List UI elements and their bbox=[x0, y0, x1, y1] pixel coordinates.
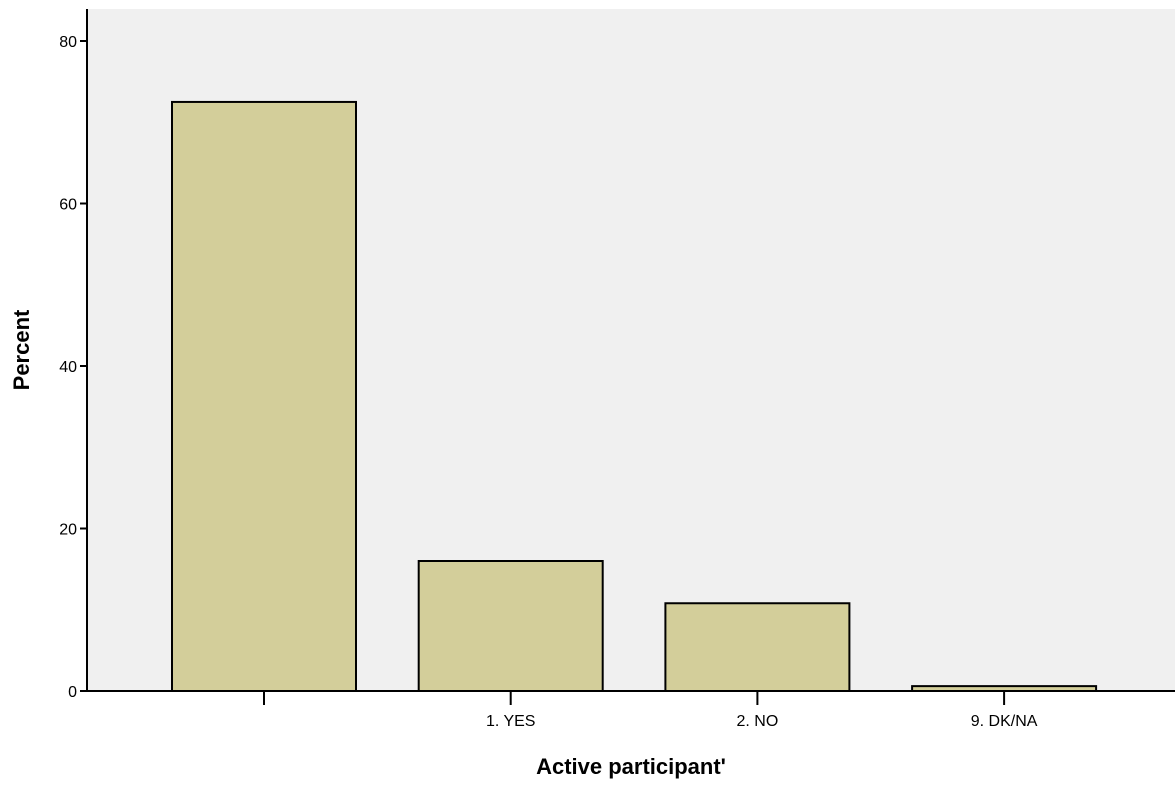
y-axis-title: Percent bbox=[9, 309, 34, 390]
y-tick-label: 60 bbox=[59, 197, 77, 214]
x-axis-ticks: 1. YES 2. NO 9. DK/NA bbox=[263, 691, 1038, 730]
y-tick-label: 40 bbox=[59, 359, 77, 376]
x-tick-label: 1. YES bbox=[486, 713, 536, 730]
x-tick-label: 9. DK/NA bbox=[971, 713, 1038, 730]
x-tick-label: 2. NO bbox=[737, 713, 779, 730]
bar bbox=[171, 100, 357, 692]
y-tick-label: 80 bbox=[59, 34, 77, 51]
y-tick-label: 0 bbox=[68, 684, 77, 701]
bar bbox=[664, 602, 851, 692]
x-axis-title: Active participant' bbox=[536, 754, 726, 779]
y-tick-label: 20 bbox=[59, 522, 77, 539]
bar bbox=[417, 560, 604, 692]
bars-group bbox=[171, 100, 1098, 692]
y-axis-ticks: 0 20 40 60 80 bbox=[59, 34, 87, 701]
